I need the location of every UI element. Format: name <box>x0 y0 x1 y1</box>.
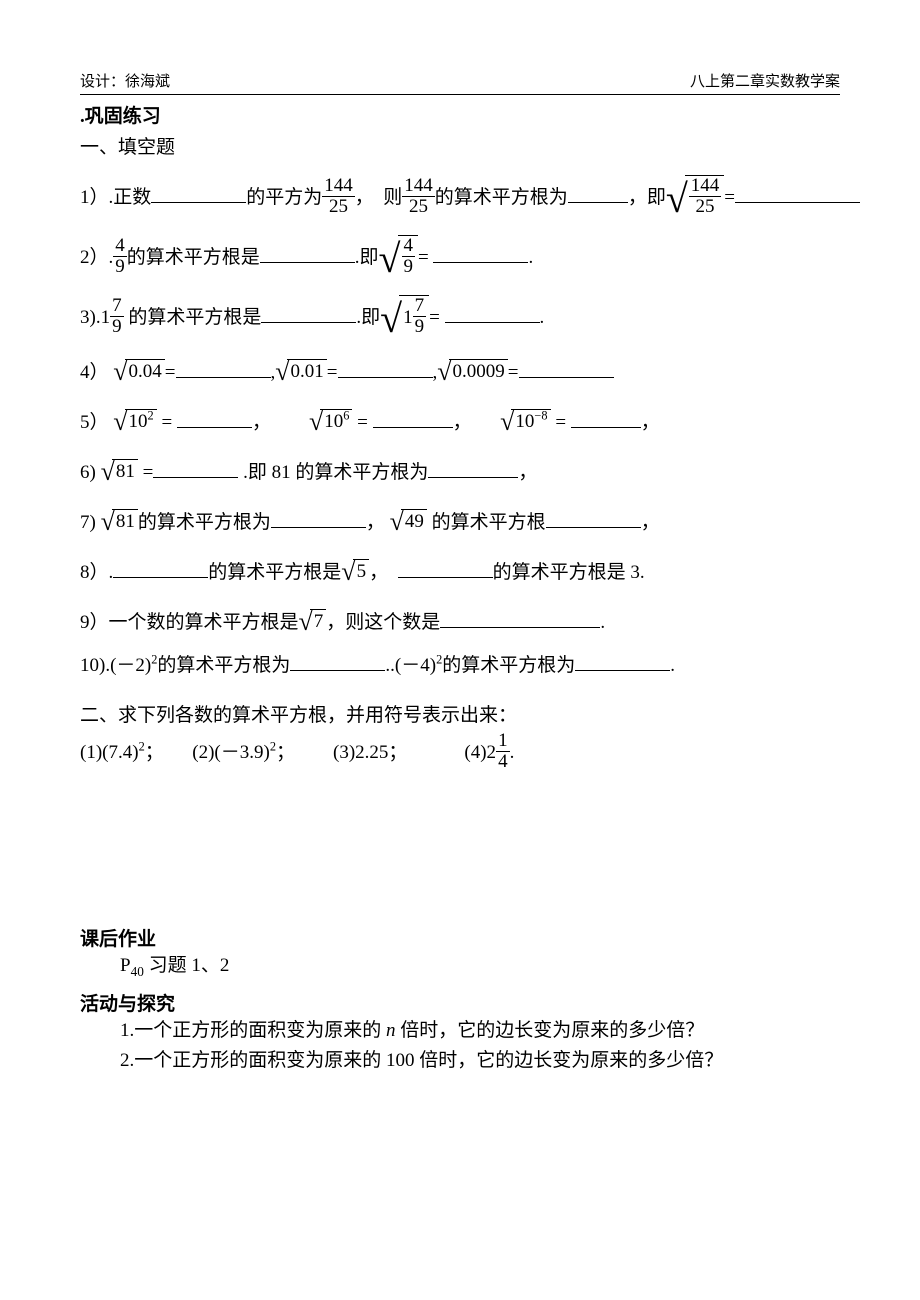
blank[interactable] <box>290 670 385 671</box>
question-7: 7) √81的算术平方根为， √49 的算术平方根， <box>80 499 840 547</box>
question-1: 1）.正数的平方为14425， 则14425的算术平方根为，即√14425= <box>80 169 840 227</box>
sqrt-7: √7 <box>299 609 327 635</box>
page-header: 设计：徐海斌 八上第二章实数教学案 <box>80 70 840 95</box>
sqrt-81: √81 <box>101 459 138 485</box>
blank[interactable] <box>151 202 246 203</box>
q1-prefix: 1）.正数 <box>80 187 151 208</box>
sqrt-0.04: √0.04 <box>113 359 165 385</box>
question-4: 4） √0.04=,√0.01=,√0.0009= <box>80 349 840 397</box>
blank[interactable] <box>338 377 433 378</box>
section2-title: 二、求下列各数的算术平方根，并用符号表示出来： <box>80 701 840 731</box>
homework-line: P40 习题 1、2 <box>80 951 840 987</box>
sqrt-10-6: √106 <box>309 409 352 435</box>
header-left: 设计：徐海斌 <box>80 70 170 91</box>
fraction-7-9: 79 <box>110 296 124 337</box>
q1-t3: 的算术平方根为 <box>435 187 568 208</box>
q1-t1: 的平方为 <box>246 187 322 208</box>
worksheet-page: 设计：徐海斌 八上第二章实数教学案 .巩固练习 一、填空题 1）.正数的平方为1… <box>0 0 920 1300</box>
blank[interactable] <box>519 377 614 378</box>
question-9: 9）一个数的算术平方根是√7，则这个数是. <box>80 599 840 647</box>
question-3: 3).179 的算术平方根是.即√179= . <box>80 289 840 347</box>
sqrt-1-7-9: √179 <box>380 295 429 339</box>
q1-t2: ， 则 <box>355 187 403 208</box>
blank[interactable] <box>271 527 366 528</box>
blank[interactable] <box>575 670 670 671</box>
blank[interactable] <box>440 627 600 628</box>
blank[interactable] <box>177 427 252 428</box>
question-10: 10).(－2)2的算术平方根为..(－4)2的算术平方根为. <box>80 649 840 683</box>
question-2: 2）.49的算术平方根是.即√49= . <box>80 229 840 287</box>
sqrt-10-neg8: √10−8 <box>500 409 550 435</box>
question-8: 8）.的算术平方根是√5， 的算术平方根是 3. <box>80 549 840 597</box>
question-5: 5） √102 = ， √106 = ， √10−8 = ， <box>80 399 840 447</box>
blank[interactable] <box>571 427 641 428</box>
fill-blank-title: 一、填空题 <box>80 132 840 159</box>
blank[interactable] <box>260 262 355 263</box>
sqrt-0.01: √0.01 <box>275 359 327 385</box>
blank[interactable] <box>445 322 540 323</box>
fraction-144-25: 14425 <box>402 176 435 217</box>
sqrt-49: √49 <box>390 509 427 535</box>
activity-line-1: 1.一个正方形的面积变为原来的 n 倍时，它的边长变为原来的多少倍？ <box>80 1016 840 1046</box>
blank[interactable] <box>373 427 453 428</box>
sqrt-5: √5 <box>341 559 369 585</box>
fraction-144-25: 14425 <box>322 176 355 217</box>
homework-title: 课后作业 <box>80 924 840 951</box>
sqrt-4-9: √49 <box>379 235 418 279</box>
blank[interactable] <box>398 577 493 578</box>
fraction-1-4: 14 <box>496 731 510 772</box>
blank[interactable] <box>546 527 641 528</box>
blank[interactable] <box>568 202 628 203</box>
blank[interactable] <box>113 577 208 578</box>
activity-line-2: 2.一个正方形的面积变为原来的 100 倍时，它的边长变为原来的多少倍？ <box>80 1046 840 1076</box>
blank[interactable] <box>153 477 238 478</box>
fraction-4-9: 49 <box>113 236 127 277</box>
blank[interactable] <box>428 477 518 478</box>
sqrt-10-2: √102 <box>113 409 156 435</box>
sqrt-0.0009: √0.0009 <box>437 359 508 385</box>
blank[interactable] <box>176 377 271 378</box>
header-right: 八上第二章实数教学案 <box>690 70 840 91</box>
sqrt-144-25: √14425 <box>666 175 724 219</box>
blank[interactable] <box>433 262 528 263</box>
q1-t4: ，即 <box>628 187 666 208</box>
section2-items: (1)(7.4)2； (2)(－3.9)2； (3)2.25； (4)214. <box>80 733 840 774</box>
sqrt-81: √81 <box>101 509 138 535</box>
consolidation-title: .巩固练习 <box>80 101 840 128</box>
blank[interactable] <box>735 202 860 203</box>
blank[interactable] <box>261 322 356 323</box>
activity-title: 活动与探究 <box>80 989 840 1016</box>
question-6: 6) √81 = .即 81 的算术平方根为， <box>80 449 840 497</box>
